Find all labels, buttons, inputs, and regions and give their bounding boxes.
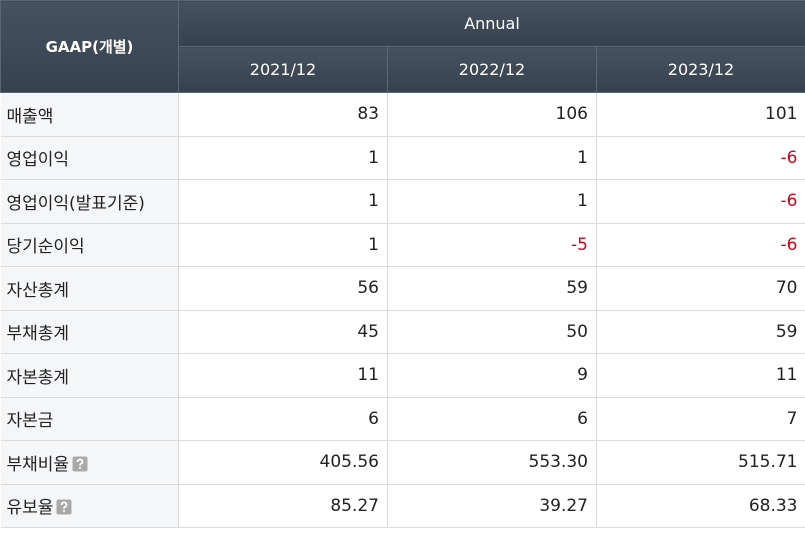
corner-header: GAAP(개별) bbox=[0, 0, 179, 93]
value-cell: 1 bbox=[178, 179, 388, 224]
table-row: 유보율 85.27 39.27 68.33 bbox=[0, 484, 805, 528]
row-label-text: 자본금 bbox=[6, 411, 54, 432]
row-label-text: 영업이익 bbox=[6, 150, 70, 171]
row-label: 영업이익 bbox=[0, 136, 179, 180]
row-label-text: 당기순이익 bbox=[6, 237, 85, 258]
column-header: 2021/12 bbox=[178, 46, 388, 93]
group-header: Annual bbox=[178, 0, 805, 47]
row-label: 자본금 bbox=[0, 397, 179, 441]
row-label-text: 부채비율 bbox=[6, 454, 70, 475]
value-cell: 50 bbox=[387, 310, 597, 354]
row-label-text: 매출액 bbox=[6, 106, 54, 127]
table-row: 영업이익 1 1 -6 bbox=[0, 136, 805, 180]
value-cell: 553.30 bbox=[387, 440, 597, 485]
value-cell: 1 bbox=[387, 136, 597, 180]
value-cell: 515.71 bbox=[596, 440, 805, 485]
row-label: 매출액 bbox=[0, 92, 179, 137]
table-row: 자산총계 56 59 70 bbox=[0, 266, 805, 311]
value-cell: 39.27 bbox=[387, 484, 597, 528]
row-label-text: 부채총계 bbox=[6, 324, 70, 345]
value-cell: 59 bbox=[387, 266, 597, 311]
value-cell: 1 bbox=[178, 136, 388, 180]
table-row: 부채총계 45 50 59 bbox=[0, 310, 805, 354]
row-label-text: 영업이익(발표기준) bbox=[6, 193, 145, 214]
row-label: 영업이익(발표기준) bbox=[0, 179, 179, 224]
value-cell: -6 bbox=[596, 223, 805, 267]
table-row: 자본총계 11 9 11 bbox=[0, 353, 805, 398]
table-row: 자본금 6 6 7 bbox=[0, 397, 805, 441]
value-cell: -6 bbox=[596, 179, 805, 224]
value-cell: 101 bbox=[596, 92, 805, 137]
row-label: 부채비율 bbox=[0, 440, 179, 485]
value-cell: 83 bbox=[178, 92, 388, 137]
value-cell: 45 bbox=[178, 310, 388, 354]
value-cell: 56 bbox=[178, 266, 388, 311]
row-label: 자산총계 bbox=[0, 266, 179, 311]
value-cell: 6 bbox=[387, 397, 597, 441]
value-cell: 106 bbox=[387, 92, 597, 137]
table-row: 당기순이익 1 -5 -6 bbox=[0, 223, 805, 267]
table-row: 매출액 83 106 101 bbox=[0, 92, 805, 137]
value-cell: -6 bbox=[596, 136, 805, 180]
value-cell: 6 bbox=[178, 397, 388, 441]
row-label: 유보율 bbox=[0, 484, 179, 528]
value-cell: 59 bbox=[596, 310, 805, 354]
column-header: 2023/12 bbox=[596, 46, 805, 93]
value-cell: -5 bbox=[387, 223, 597, 267]
row-label: 당기순이익 bbox=[0, 223, 179, 267]
value-cell: 70 bbox=[596, 266, 805, 311]
column-header: 2022/12 bbox=[387, 46, 597, 93]
table-row: 영업이익(발표기준) 1 1 -6 bbox=[0, 179, 805, 224]
value-cell: 11 bbox=[178, 353, 388, 398]
value-cell: 7 bbox=[596, 397, 805, 441]
row-label: 부채총계 bbox=[0, 310, 179, 354]
row-label-text: 유보율 bbox=[6, 498, 54, 519]
value-cell: 1 bbox=[178, 223, 388, 267]
value-cell: 68.33 bbox=[596, 484, 805, 528]
value-cell: 405.56 bbox=[178, 440, 388, 485]
value-cell: 85.27 bbox=[178, 484, 388, 528]
row-label: 자본총계 bbox=[0, 353, 179, 398]
value-cell: 9 bbox=[387, 353, 597, 398]
help-icon[interactable] bbox=[72, 456, 88, 472]
help-icon[interactable] bbox=[56, 499, 72, 515]
value-cell: 1 bbox=[387, 179, 597, 224]
table-row: 부채비율 405.56 553.30 515.71 bbox=[0, 440, 805, 485]
row-label-text: 자본총계 bbox=[6, 367, 70, 388]
value-cell: 11 bbox=[596, 353, 805, 398]
row-label-text: 자산총계 bbox=[6, 280, 70, 301]
